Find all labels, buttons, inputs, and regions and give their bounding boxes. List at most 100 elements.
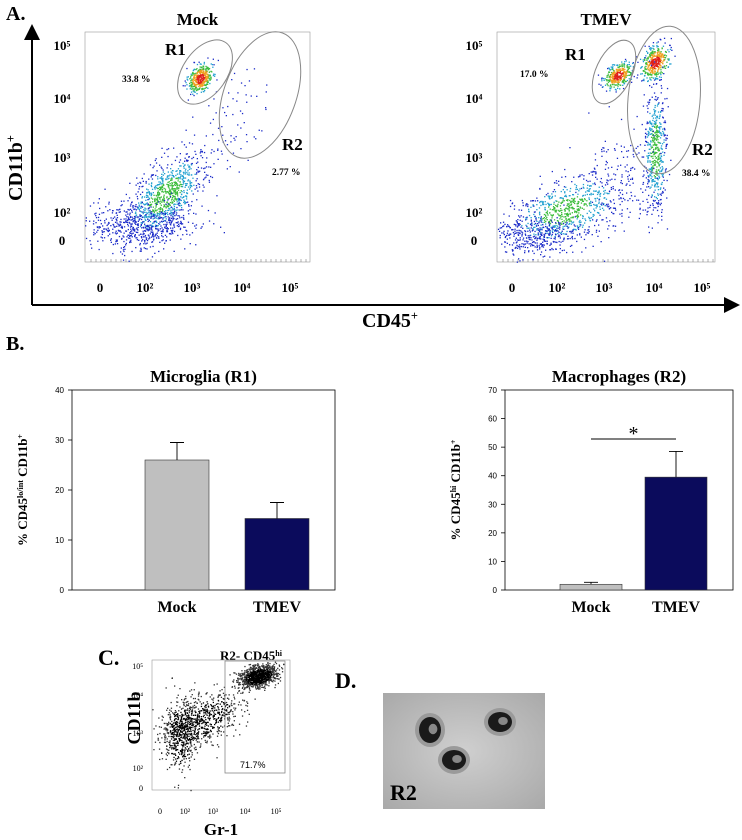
- event-dot: [589, 203, 590, 204]
- event-dot: [529, 235, 530, 236]
- event-dot: [643, 106, 644, 107]
- event-dot: [137, 239, 138, 240]
- event-dot: [603, 194, 604, 195]
- event-dot: [503, 214, 504, 215]
- event-dot: [581, 251, 582, 252]
- event-dot: [159, 211, 160, 212]
- event-dot: [150, 164, 151, 165]
- event-dot: [581, 202, 582, 203]
- event-dot: [187, 190, 188, 191]
- event-dot: [196, 93, 197, 94]
- event-dot: [616, 84, 617, 85]
- event-dot: [591, 193, 592, 194]
- event-dot: [202, 83, 203, 84]
- event-dot: [662, 117, 663, 118]
- event-dot: [155, 208, 156, 209]
- event-dot: [560, 242, 561, 243]
- event-dot: [123, 247, 124, 248]
- event-dot: [634, 168, 635, 169]
- event-dot: [536, 226, 537, 227]
- event-dot: [548, 237, 549, 238]
- event-dot: [148, 184, 149, 185]
- event-dot: [653, 78, 654, 79]
- event-dot: [530, 239, 531, 240]
- event-dot: [651, 59, 652, 60]
- event-dot: [191, 164, 192, 165]
- event-dot: [620, 182, 621, 183]
- event-dot: [633, 183, 634, 184]
- event-dot: [209, 68, 210, 69]
- event-dot: [598, 84, 599, 85]
- event-dot: [630, 145, 631, 146]
- event-dot: [591, 194, 592, 195]
- event-dot: [649, 155, 650, 156]
- event-dot: [206, 135, 207, 136]
- event-dot: [165, 213, 166, 214]
- event-dot: [172, 188, 173, 189]
- event-dot: [652, 156, 653, 157]
- event-dot: [244, 666, 245, 667]
- event-dot: [273, 674, 274, 675]
- event-dot: [167, 205, 168, 206]
- event-dot: [637, 74, 638, 75]
- event-dot: [594, 225, 595, 226]
- event-dot: [625, 81, 626, 82]
- event-dot: [515, 239, 516, 240]
- event-dot: [198, 183, 199, 184]
- event-dot: [541, 227, 542, 228]
- event-dot: [153, 195, 154, 196]
- event-dot: [574, 184, 575, 185]
- event-dot: [530, 224, 531, 225]
- event-dot: [550, 230, 551, 231]
- event-dot: [658, 46, 659, 47]
- event-dot: [656, 132, 657, 133]
- event-dot: [658, 41, 659, 42]
- event-dot: [548, 230, 549, 231]
- event-dot: [175, 160, 176, 161]
- event-dot: [177, 218, 178, 219]
- event-dot: [157, 209, 158, 210]
- event-dot: [624, 83, 625, 84]
- event-dot: [649, 85, 650, 86]
- event-dot: [164, 198, 165, 199]
- event-dot: [139, 186, 140, 187]
- event-dot: [529, 211, 530, 212]
- event-dot: [595, 153, 596, 154]
- event-dot: [650, 128, 651, 129]
- event-dot: [123, 236, 124, 237]
- event-dot: [500, 222, 501, 223]
- event-dot: [95, 233, 96, 234]
- event-dot: [195, 213, 196, 214]
- event-dot: [197, 88, 198, 89]
- event-dot: [518, 215, 519, 216]
- event-dot: [170, 228, 171, 229]
- event-dot: [210, 176, 211, 177]
- event-dot: [606, 179, 607, 180]
- event-dot: [182, 163, 183, 164]
- event-dot: [564, 213, 565, 214]
- event-dot: [652, 147, 653, 148]
- event-dot: [132, 212, 133, 213]
- event-dot: [185, 187, 186, 188]
- event-dot: [647, 162, 648, 163]
- event-dot: [251, 95, 252, 96]
- event-dot: [594, 183, 595, 184]
- event-dot: [152, 235, 153, 236]
- event-dot: [136, 177, 137, 178]
- event-dot: [130, 204, 131, 205]
- bar: [145, 460, 209, 590]
- event-dot: [159, 216, 160, 217]
- event-dot: [601, 178, 602, 179]
- event-dot: [663, 67, 664, 68]
- plot-title: Mock: [177, 10, 219, 29]
- event-dot: [640, 208, 641, 209]
- event-dot: [663, 142, 664, 143]
- event-dot: [167, 228, 168, 229]
- event-dot: [656, 197, 657, 198]
- event-dot: [122, 204, 123, 205]
- event-dot: [147, 240, 148, 241]
- event-dot: [552, 196, 553, 197]
- event-dot: [645, 133, 646, 134]
- event-dot: [563, 189, 564, 190]
- event-dot: [130, 213, 131, 214]
